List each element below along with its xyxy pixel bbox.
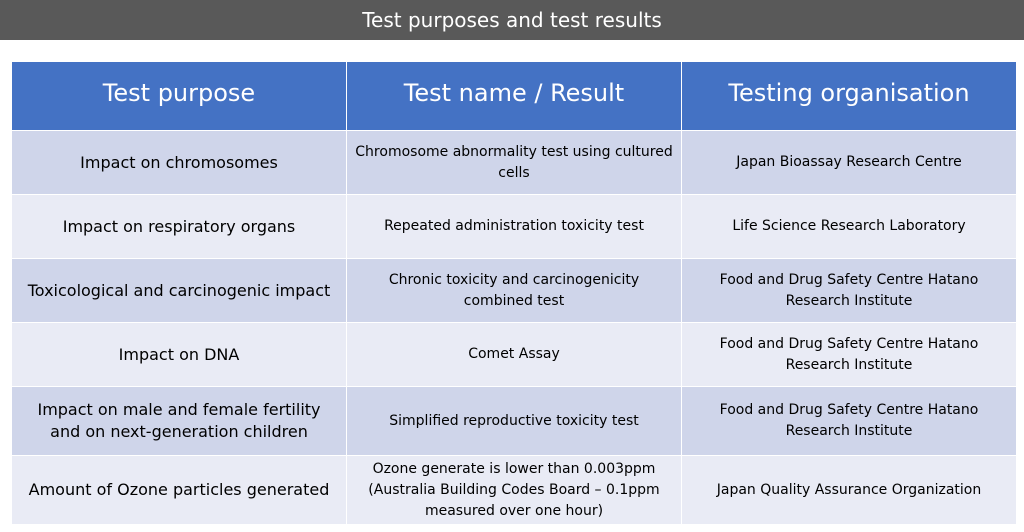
header-test-name-result: Test name / Result: [346, 61, 682, 131]
cell-testing-organisation: Life Science Research Laboratory: [681, 194, 1017, 259]
cell-test-name: Repeated administration toxicity test: [346, 194, 682, 259]
cell-test-purpose: Impact on male and female fertility and …: [11, 386, 347, 456]
cell-test-name: Simplified reproductive toxicity test: [346, 386, 682, 456]
cell-test-purpose: Amount of Ozone particles generated: [11, 455, 347, 525]
cell-testing-organisation: Food and Drug Safety Centre Hatano Resea…: [681, 322, 1017, 387]
cell-testing-organisation: Food and Drug Safety Centre Hatano Resea…: [681, 386, 1017, 456]
cell-test-purpose: Impact on respiratory organs: [11, 194, 347, 259]
cell-test-purpose: Impact on DNA: [11, 322, 347, 387]
results-table: Test purpose Test name / Result Testing …: [11, 61, 1017, 525]
table-row: Impact on chromosomes Chromosome abnorma…: [11, 130, 1017, 195]
cell-testing-organisation: Japan Quality Assurance Organization: [681, 455, 1017, 525]
header-testing-organisation: Testing organisation: [681, 61, 1017, 131]
table-header-row: Test purpose Test name / Result Testing …: [11, 61, 1017, 131]
table-row: Amount of Ozone particles generated Ozon…: [11, 455, 1017, 525]
table-row: Impact on male and female fertility and …: [11, 386, 1017, 456]
table-row: Toxicological and carcinogenic impact Ch…: [11, 258, 1017, 323]
cell-test-purpose: Toxicological and carcinogenic impact: [11, 258, 347, 323]
table-row: Impact on DNA Comet Assay Food and Drug …: [11, 322, 1017, 387]
cell-test-name: Ozone generate is lower than 0.003ppm (A…: [346, 455, 682, 525]
page-title: Test purposes and test results: [0, 0, 1024, 40]
cell-test-name: Comet Assay: [346, 322, 682, 387]
cell-test-name: Chronic toxicity and carcinogenicity com…: [346, 258, 682, 323]
cell-testing-organisation: Japan Bioassay Research Centre: [681, 130, 1017, 195]
cell-testing-organisation: Food and Drug Safety Centre Hatano Resea…: [681, 258, 1017, 323]
header-test-purpose: Test purpose: [11, 61, 347, 131]
table-row: Impact on respiratory organs Repeated ad…: [11, 194, 1017, 259]
cell-test-purpose: Impact on chromosomes: [11, 130, 347, 195]
cell-test-name: Chromosome abnormality test using cultur…: [346, 130, 682, 195]
